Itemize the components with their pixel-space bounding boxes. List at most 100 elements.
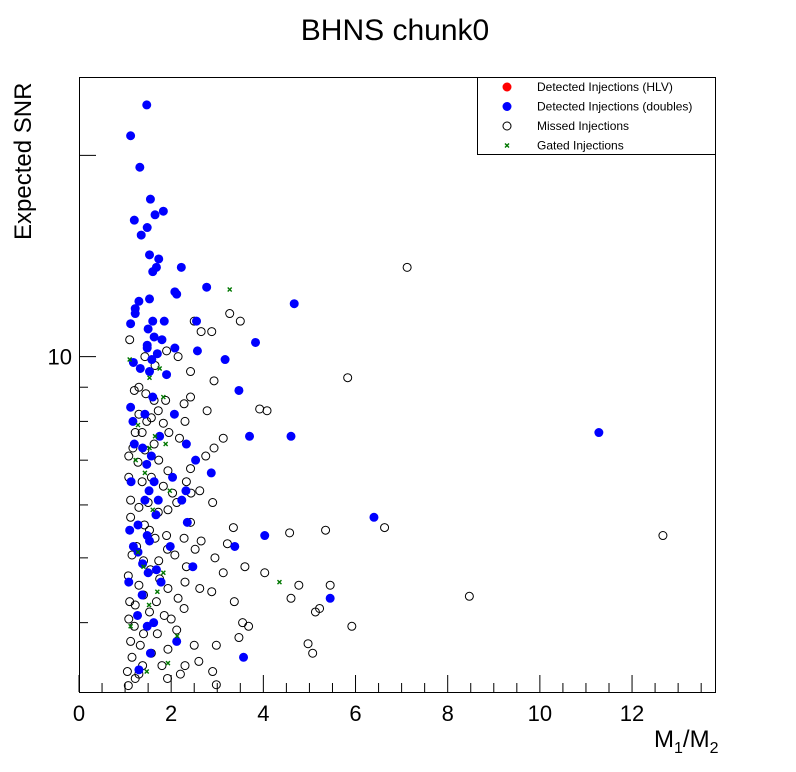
- doubles-point: [130, 304, 140, 314]
- gated-marker-stroke: [147, 375, 153, 381]
- doubles-point: [126, 477, 136, 487]
- doubles-point: [135, 162, 145, 172]
- gated-point: [154, 589, 160, 595]
- gated-marker-stroke: [157, 365, 163, 371]
- gated-marker-stroke: [150, 507, 156, 513]
- missed-point: [130, 673, 140, 683]
- missed-point: [162, 673, 172, 683]
- gated-marker-stroke: [174, 633, 180, 639]
- legend-marker: [502, 121, 512, 131]
- gated-point: [157, 365, 163, 371]
- doubles-point: [142, 621, 152, 631]
- missed-point: [124, 614, 134, 624]
- missed-point: [255, 404, 265, 414]
- gated-point: [133, 457, 139, 463]
- doubles-point: [162, 370, 172, 380]
- gated-marker-stroke: [135, 549, 141, 555]
- legend-marker: [504, 143, 510, 148]
- missed-point: [134, 502, 144, 512]
- gated-point: [167, 488, 173, 494]
- gated-marker-stroke: [160, 570, 166, 576]
- gated-point: [160, 570, 166, 576]
- doubles-point: [142, 459, 152, 469]
- missed-point: [125, 335, 135, 345]
- doubles-point: [191, 455, 201, 465]
- y-tick-label: 10: [48, 345, 72, 370]
- gated-point: [135, 549, 141, 555]
- missed-point: [310, 607, 320, 617]
- missed-point: [222, 539, 232, 549]
- legend-label: Gated Injections: [537, 139, 624, 153]
- doubles-point: [148, 316, 158, 326]
- gated-marker-stroke: [276, 579, 282, 585]
- gated-point: [142, 470, 148, 476]
- doubles-point: [168, 472, 178, 482]
- missed-point: [139, 629, 149, 639]
- doubles-point: [152, 349, 162, 359]
- doubles-point: [181, 486, 191, 496]
- doubles-point: [125, 525, 135, 535]
- missed-point: [343, 373, 353, 383]
- doubles-point: [192, 346, 202, 356]
- missed-point: [149, 439, 159, 449]
- x-tick-label: 12: [620, 701, 644, 726]
- missed-point: [186, 392, 196, 402]
- gated-marker-stroke: [133, 457, 139, 463]
- missed-point: [145, 607, 155, 617]
- doubles-point: [156, 577, 166, 587]
- missed-point: [153, 406, 163, 416]
- missed-point: [218, 433, 228, 443]
- x-tick-label: 10: [528, 701, 552, 726]
- missed-point: [321, 525, 331, 535]
- gated-point: [144, 669, 150, 675]
- y-axis-label: Expected SNR: [10, 83, 37, 240]
- doubles-point: [234, 385, 244, 395]
- doubles-point: [149, 332, 159, 342]
- doubles-point: [135, 363, 145, 373]
- doubles-point: [159, 316, 169, 326]
- missed-point: [163, 644, 173, 654]
- doubles-point: [128, 416, 138, 426]
- missed-point: [234, 633, 244, 643]
- missed-point: [158, 481, 168, 491]
- missed-point: [168, 488, 178, 498]
- legend-label: Missed Injections: [537, 119, 629, 133]
- missed-point: [202, 406, 212, 416]
- missed-point: [124, 451, 134, 461]
- legend-entry-missed: Missed Injections: [502, 119, 629, 133]
- doubles-point: [126, 402, 136, 412]
- missed-point: [211, 640, 221, 650]
- gated-point: [174, 633, 180, 639]
- doubles-point: [260, 531, 270, 541]
- missed-point: [325, 580, 335, 590]
- x-axis-label: M1/M2: [654, 726, 719, 757]
- legend-entry-gated: Gated Injections: [504, 139, 624, 153]
- doubles-point: [157, 335, 167, 345]
- data-points: [122, 100, 668, 691]
- missed-point: [154, 455, 164, 465]
- gated-point: [146, 602, 152, 608]
- missed-point: [126, 495, 136, 505]
- doubles-point: [169, 409, 179, 419]
- missed-point: [122, 667, 132, 677]
- missed-point: [180, 416, 190, 426]
- missed-point: [166, 614, 176, 624]
- doubles-point: [129, 439, 139, 449]
- missed-point: [162, 531, 172, 541]
- missed-point: [285, 528, 295, 538]
- plot-frame: [79, 77, 716, 693]
- missed-point: [173, 593, 183, 603]
- doubles-point: [143, 324, 153, 334]
- doubles-point: [124, 577, 134, 587]
- doubles-point: [137, 590, 147, 600]
- doubles-point: [146, 451, 156, 461]
- missed-point: [137, 428, 147, 438]
- gated-marker-stroke: [141, 564, 147, 570]
- doubles-point: [202, 282, 212, 292]
- legend-box: [477, 77, 716, 155]
- missed-point: [211, 680, 221, 690]
- doubles-point: [325, 593, 335, 603]
- missed-point: [658, 531, 668, 541]
- chart-title: BHNS chunk0: [301, 14, 489, 47]
